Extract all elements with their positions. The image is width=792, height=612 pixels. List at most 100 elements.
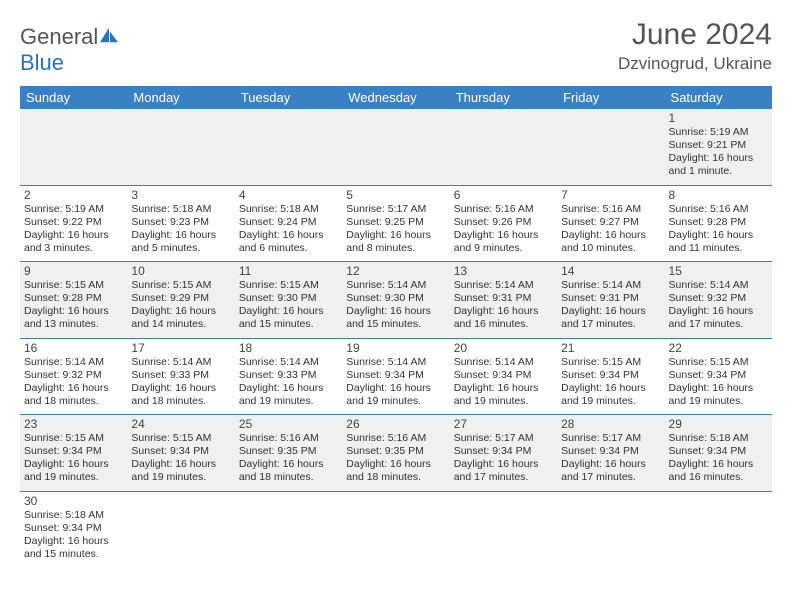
day-info: Sunrise: 5:18 AMSunset: 9:24 PMDaylight:… [239, 203, 338, 256]
day-info: Sunrise: 5:16 AMSunset: 9:35 PMDaylight:… [239, 432, 338, 485]
calendar-empty-cell [127, 491, 234, 567]
day-header: Saturday [665, 86, 772, 109]
calendar-day-cell: 22Sunrise: 5:15 AMSunset: 9:34 PMDayligh… [665, 338, 772, 415]
day-number: 10 [131, 264, 230, 278]
day-number: 23 [24, 417, 123, 431]
logo: GeneralBlue [20, 24, 120, 76]
day-info: Sunrise: 5:16 AMSunset: 9:35 PMDaylight:… [346, 432, 445, 485]
calendar-day-cell: 15Sunrise: 5:14 AMSunset: 9:32 PMDayligh… [665, 262, 772, 339]
day-header: Wednesday [342, 86, 449, 109]
calendar-day-cell: 13Sunrise: 5:14 AMSunset: 9:31 PMDayligh… [450, 262, 557, 339]
day-info: Sunrise: 5:15 AMSunset: 9:28 PMDaylight:… [24, 279, 123, 332]
day-info: Sunrise: 5:14 AMSunset: 9:30 PMDaylight:… [346, 279, 445, 332]
day-number: 21 [561, 341, 660, 355]
calendar-day-cell: 19Sunrise: 5:14 AMSunset: 9:34 PMDayligh… [342, 338, 449, 415]
calendar-day-cell: 21Sunrise: 5:15 AMSunset: 9:34 PMDayligh… [557, 338, 664, 415]
day-info: Sunrise: 5:14 AMSunset: 9:31 PMDaylight:… [561, 279, 660, 332]
calendar-head: SundayMondayTuesdayWednesdayThursdayFrid… [20, 86, 772, 109]
calendar-empty-cell [557, 491, 664, 567]
calendar-week-row: 1Sunrise: 5:19 AMSunset: 9:21 PMDaylight… [20, 109, 772, 185]
calendar-day-cell: 1Sunrise: 5:19 AMSunset: 9:21 PMDaylight… [665, 109, 772, 185]
day-number: 17 [131, 341, 230, 355]
day-number: 13 [454, 264, 553, 278]
logo-text-blue: Blue [20, 50, 64, 75]
day-header: Monday [127, 86, 234, 109]
calendar-day-cell: 17Sunrise: 5:14 AMSunset: 9:33 PMDayligh… [127, 338, 234, 415]
day-info: Sunrise: 5:18 AMSunset: 9:34 PMDaylight:… [669, 432, 768, 485]
calendar-empty-cell [235, 109, 342, 185]
day-info: Sunrise: 5:17 AMSunset: 9:34 PMDaylight:… [561, 432, 660, 485]
day-number: 30 [24, 494, 123, 508]
calendar-day-cell: 11Sunrise: 5:15 AMSunset: 9:30 PMDayligh… [235, 262, 342, 339]
day-number: 1 [669, 111, 768, 125]
day-number: 6 [454, 188, 553, 202]
day-number: 18 [239, 341, 338, 355]
day-info: Sunrise: 5:15 AMSunset: 9:30 PMDaylight:… [239, 279, 338, 332]
day-info: Sunrise: 5:16 AMSunset: 9:28 PMDaylight:… [669, 203, 768, 256]
day-header-row: SundayMondayTuesdayWednesdayThursdayFrid… [20, 86, 772, 109]
day-info: Sunrise: 5:16 AMSunset: 9:26 PMDaylight:… [454, 203, 553, 256]
calendar-empty-cell [235, 491, 342, 567]
day-info: Sunrise: 5:14 AMSunset: 9:32 PMDaylight:… [669, 279, 768, 332]
day-number: 15 [669, 264, 768, 278]
calendar-day-cell: 29Sunrise: 5:18 AMSunset: 9:34 PMDayligh… [665, 415, 772, 492]
day-number: 19 [346, 341, 445, 355]
day-number: 14 [561, 264, 660, 278]
sail-icon [98, 26, 120, 44]
calendar-day-cell: 25Sunrise: 5:16 AMSunset: 9:35 PMDayligh… [235, 415, 342, 492]
day-number: 8 [669, 188, 768, 202]
calendar-week-row: 2Sunrise: 5:19 AMSunset: 9:22 PMDaylight… [20, 185, 772, 262]
day-info: Sunrise: 5:14 AMSunset: 9:34 PMDaylight:… [346, 356, 445, 409]
calendar-table: SundayMondayTuesdayWednesdayThursdayFrid… [20, 86, 772, 567]
day-number: 22 [669, 341, 768, 355]
day-number: 12 [346, 264, 445, 278]
calendar-day-cell: 24Sunrise: 5:15 AMSunset: 9:34 PMDayligh… [127, 415, 234, 492]
day-number: 7 [561, 188, 660, 202]
day-info: Sunrise: 5:15 AMSunset: 9:34 PMDaylight:… [24, 432, 123, 485]
calendar-empty-cell [20, 109, 127, 185]
day-info: Sunrise: 5:14 AMSunset: 9:34 PMDaylight:… [454, 356, 553, 409]
calendar-body: 1Sunrise: 5:19 AMSunset: 9:21 PMDaylight… [20, 109, 772, 567]
day-info: Sunrise: 5:19 AMSunset: 9:22 PMDaylight:… [24, 203, 123, 256]
calendar-empty-cell [127, 109, 234, 185]
calendar-week-row: 16Sunrise: 5:14 AMSunset: 9:32 PMDayligh… [20, 338, 772, 415]
day-info: Sunrise: 5:18 AMSunset: 9:34 PMDaylight:… [24, 509, 123, 562]
day-number: 11 [239, 264, 338, 278]
day-number: 5 [346, 188, 445, 202]
day-info: Sunrise: 5:17 AMSunset: 9:34 PMDaylight:… [454, 432, 553, 485]
day-number: 3 [131, 188, 230, 202]
logo-text: GeneralBlue [20, 24, 120, 76]
day-number: 16 [24, 341, 123, 355]
calendar-day-cell: 5Sunrise: 5:17 AMSunset: 9:25 PMDaylight… [342, 185, 449, 262]
logo-text-general: General [20, 24, 98, 49]
location: Dzvinogrud, Ukraine [618, 54, 772, 74]
day-info: Sunrise: 5:15 AMSunset: 9:34 PMDaylight:… [561, 356, 660, 409]
day-number: 24 [131, 417, 230, 431]
calendar-day-cell: 23Sunrise: 5:15 AMSunset: 9:34 PMDayligh… [20, 415, 127, 492]
calendar-day-cell: 9Sunrise: 5:15 AMSunset: 9:28 PMDaylight… [20, 262, 127, 339]
calendar-empty-cell [342, 491, 449, 567]
calendar-day-cell: 18Sunrise: 5:14 AMSunset: 9:33 PMDayligh… [235, 338, 342, 415]
day-info: Sunrise: 5:14 AMSunset: 9:32 PMDaylight:… [24, 356, 123, 409]
calendar-day-cell: 30Sunrise: 5:18 AMSunset: 9:34 PMDayligh… [20, 491, 127, 567]
day-info: Sunrise: 5:14 AMSunset: 9:33 PMDaylight:… [131, 356, 230, 409]
day-info: Sunrise: 5:14 AMSunset: 9:33 PMDaylight:… [239, 356, 338, 409]
day-header: Tuesday [235, 86, 342, 109]
day-info: Sunrise: 5:16 AMSunset: 9:27 PMDaylight:… [561, 203, 660, 256]
calendar-empty-cell [450, 491, 557, 567]
day-info: Sunrise: 5:19 AMSunset: 9:21 PMDaylight:… [669, 126, 768, 179]
calendar-week-row: 23Sunrise: 5:15 AMSunset: 9:34 PMDayligh… [20, 415, 772, 492]
calendar-empty-cell [450, 109, 557, 185]
day-number: 27 [454, 417, 553, 431]
day-info: Sunrise: 5:14 AMSunset: 9:31 PMDaylight:… [454, 279, 553, 332]
header: GeneralBlue June 2024 Dzvinogrud, Ukrain… [20, 18, 772, 76]
month-title: June 2024 [618, 18, 772, 52]
day-info: Sunrise: 5:15 AMSunset: 9:34 PMDaylight:… [131, 432, 230, 485]
calendar-day-cell: 7Sunrise: 5:16 AMSunset: 9:27 PMDaylight… [557, 185, 664, 262]
day-number: 2 [24, 188, 123, 202]
day-header: Sunday [20, 86, 127, 109]
calendar-day-cell: 10Sunrise: 5:15 AMSunset: 9:29 PMDayligh… [127, 262, 234, 339]
calendar-day-cell: 28Sunrise: 5:17 AMSunset: 9:34 PMDayligh… [557, 415, 664, 492]
calendar-day-cell: 27Sunrise: 5:17 AMSunset: 9:34 PMDayligh… [450, 415, 557, 492]
calendar-page: GeneralBlue June 2024 Dzvinogrud, Ukrain… [0, 0, 792, 585]
